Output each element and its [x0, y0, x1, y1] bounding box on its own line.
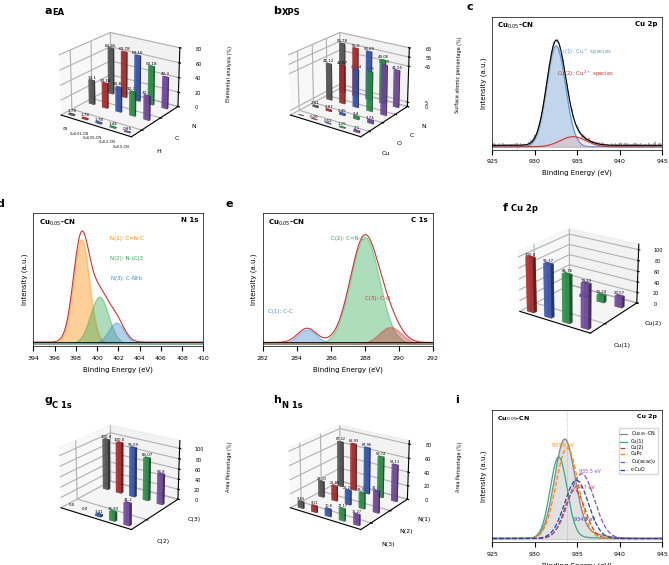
- Cu(2): [523, 535, 531, 542]
- Text: Cu$_{0.05}$-CN: Cu$_{0.05}$-CN: [39, 218, 75, 228]
- Text: Cu$_{0.05}$-CN: Cu$_{0.05}$-CN: [498, 414, 531, 423]
- Cu(acac)$_2$: [488, 535, 496, 542]
- Text: XPS: XPS: [282, 8, 300, 17]
- c-CuO: [523, 535, 531, 542]
- Text: Cu$_{0.05}$-CN: Cu$_{0.05}$-CN: [498, 21, 534, 31]
- c-CuO: [488, 535, 496, 542]
- Cu(2): [488, 535, 496, 542]
- Cu$_{0.05}$-CN: [561, 436, 569, 442]
- CuPc: [523, 535, 531, 542]
- Text: C(3): C-O: C(3): C-O: [365, 295, 390, 301]
- Text: Cu(1): Cu$^+$ species: Cu(1): Cu$^+$ species: [557, 47, 612, 57]
- Cu(1): [577, 532, 585, 538]
- Y-axis label: Intensity (a.u.): Intensity (a.u.): [480, 58, 487, 109]
- Text: N(3): C-NH$_2$: N(3): C-NH$_2$: [110, 273, 143, 282]
- Cu(1): [636, 535, 644, 542]
- Text: Cu 2p: Cu 2p: [638, 414, 657, 419]
- Line: Cu(2): Cu(2): [492, 490, 669, 538]
- Text: C(2): C=N-C: C(2): C=N-C: [331, 236, 364, 241]
- CuPc: [488, 535, 496, 542]
- Line: Cu(acac)$_2$: Cu(acac)$_2$: [492, 474, 669, 538]
- Cu(acac)$_2$: [619, 535, 628, 542]
- Cu(2): [577, 495, 585, 502]
- Cu(acac)$_2$: [523, 535, 531, 542]
- Text: f: f: [503, 203, 508, 212]
- Cu(2): [604, 535, 612, 542]
- Text: C 1s: C 1s: [411, 218, 427, 223]
- Cu(1): [619, 535, 628, 542]
- CuPc: [619, 535, 628, 542]
- Cu(1): [555, 454, 563, 460]
- Text: N(2): N-(C)3: N(2): N-(C)3: [110, 256, 143, 261]
- X-axis label: Binding Energy (eV): Binding Energy (eV): [543, 170, 612, 176]
- c-CuO: [619, 535, 628, 542]
- c-CuO: [573, 477, 581, 484]
- Text: b: b: [274, 6, 282, 16]
- Legend: Cu$_{0.05}$-CN, Cu(1), Cu(2), CuPc, Cu(acac)$_2$, c-CuO: Cu$_{0.05}$-CN, Cu(1), Cu(2), CuPc, Cu(a…: [619, 428, 658, 473]
- Cu(2): [619, 535, 628, 542]
- Y-axis label: Intensity (a.u.): Intensity (a.u.): [21, 254, 28, 306]
- Text: i: i: [455, 395, 459, 405]
- Cu(1): [488, 535, 496, 542]
- Line: Cu(1): Cu(1): [492, 457, 669, 538]
- Cu(1): [523, 535, 531, 542]
- Cu$_{0.05}$-CN: [619, 534, 628, 541]
- Cu(2): [571, 486, 579, 493]
- Text: 934.7 eV: 934.7 eV: [573, 485, 595, 490]
- Cu$_{0.05}$-CN: [488, 535, 496, 542]
- c-CuO: [577, 481, 585, 488]
- Y-axis label: Intensity (a.u.): Intensity (a.u.): [251, 254, 258, 306]
- Cu(acac)$_2$: [577, 471, 585, 477]
- Text: d: d: [0, 199, 4, 208]
- Text: Cu 2p: Cu 2p: [511, 205, 538, 214]
- c-CuO: [604, 533, 612, 540]
- Text: c: c: [467, 2, 474, 12]
- CuPc: [664, 535, 669, 542]
- Cu$_{0.05}$-CN: [539, 525, 547, 532]
- CuPc: [604, 535, 612, 542]
- Text: N 1s: N 1s: [282, 401, 302, 410]
- CuPc: [636, 535, 644, 542]
- Text: 935.5 eV: 935.5 eV: [579, 469, 601, 474]
- Cu(acac)$_2$: [604, 527, 612, 534]
- Line: CuPc: CuPc: [492, 448, 669, 538]
- Text: g: g: [44, 395, 52, 405]
- Y-axis label: Intensity (a.u.): Intensity (a.u.): [480, 450, 487, 502]
- Text: C 1s: C 1s: [52, 401, 72, 410]
- Text: Cu 2p: Cu 2p: [635, 21, 657, 27]
- Cu(1): [539, 521, 547, 528]
- Cu$_{0.05}$-CN: [604, 533, 612, 540]
- c-CuO: [636, 535, 644, 542]
- Text: Cu$_{0.05}$-CN: Cu$_{0.05}$-CN: [268, 218, 304, 228]
- CuPc: [577, 494, 585, 501]
- X-axis label: Binding Energy (eV): Binding Energy (eV): [313, 366, 383, 373]
- Cu(acac)$_2$: [577, 471, 585, 477]
- Cu(2): [636, 535, 644, 542]
- CuPc: [563, 445, 571, 451]
- Cu$_{0.05}$-CN: [636, 535, 644, 542]
- Text: EA: EA: [52, 8, 64, 17]
- Text: a: a: [44, 6, 52, 16]
- Line: c-CuO: c-CuO: [492, 480, 669, 538]
- Cu(acac)$_2$: [539, 534, 547, 541]
- X-axis label: Binding Energy (eV): Binding Energy (eV): [543, 563, 612, 565]
- Cu(2): [664, 535, 669, 542]
- Text: N 1s: N 1s: [181, 218, 198, 223]
- Cu$_{0.05}$-CN: [523, 535, 531, 542]
- Cu$_{0.05}$-CN: [577, 504, 585, 511]
- Cu(acac)$_2$: [636, 535, 644, 542]
- Cu(2): [539, 535, 547, 542]
- Text: Cu(2): Cu$^{2+}$ species: Cu(2): Cu$^{2+}$ species: [557, 68, 614, 79]
- CuPc: [539, 528, 547, 534]
- Cu(1): [604, 535, 612, 542]
- Text: e: e: [225, 199, 233, 208]
- X-axis label: Binding Energy (eV): Binding Energy (eV): [84, 366, 153, 373]
- Text: N(1): C=N-C: N(1): C=N-C: [110, 236, 144, 241]
- Text: 933.8 eV: 933.8 eV: [552, 443, 573, 448]
- Text: C(1): C-C: C(1): C-C: [268, 309, 292, 314]
- c-CuO: [539, 534, 547, 541]
- Text: 934.9 eV: 934.9 eV: [574, 518, 595, 523]
- Text: h: h: [274, 395, 282, 405]
- Line: Cu$_{0.05}$-CN: Cu$_{0.05}$-CN: [492, 439, 669, 538]
